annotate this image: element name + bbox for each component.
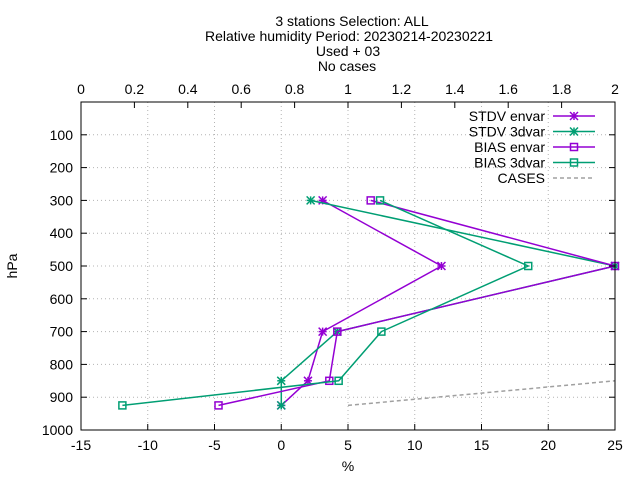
legend-item: CASES [498, 170, 595, 186]
title-line-4: No cases [318, 58, 376, 74]
data-point [333, 327, 342, 336]
x-tick-label: 15 [474, 437, 490, 453]
data-point [318, 327, 328, 337]
data-point [523, 261, 533, 271]
x2-tick-label: 1 [344, 81, 352, 97]
data-point [375, 196, 385, 205]
x2-tick-label: 0 [77, 81, 85, 97]
legend-marker [569, 126, 579, 137]
x2-tick-label: 1.4 [445, 81, 465, 97]
x-tick-label: 0 [277, 437, 285, 453]
legend-label: BIAS 3dvar [474, 155, 545, 171]
data-point [306, 195, 316, 205]
x2-tick-label: 0.4 [178, 81, 198, 97]
x-axis-label: % [342, 458, 354, 474]
x-tick-label: -15 [71, 437, 91, 453]
data-point [118, 401, 127, 410]
y-tick-label: 200 [50, 160, 74, 176]
legend-item: STDV envar [469, 108, 595, 124]
data-point [276, 376, 286, 386]
data-point [334, 376, 343, 386]
title-line-2: Relative humidity Period: 20230214-20230… [205, 28, 493, 44]
legend-marker [569, 142, 579, 152]
y-tick-label: 300 [50, 192, 74, 208]
x-tick-label: 20 [540, 437, 556, 453]
legend-label: STDV envar [469, 108, 546, 124]
series-layer [118, 195, 620, 410]
title-line-3: Used + 03 [316, 43, 380, 59]
legend-item: BIAS 3dvar [474, 155, 595, 171]
x2-tick-label: 0.6 [231, 81, 251, 97]
x2-tick-label: 1.8 [552, 81, 572, 97]
legend-item: STDV 3dvar [469, 124, 595, 140]
legend-marker [569, 158, 579, 167]
x-tick-label: -5 [208, 437, 221, 453]
y-tick-label: 800 [50, 356, 74, 372]
y-axis-label: hPa [4, 253, 20, 278]
y-tick-label: 600 [50, 291, 74, 307]
data-point [377, 327, 386, 336]
x2-tick-label: 0.2 [125, 81, 145, 97]
legend-marker [569, 111, 579, 121]
series-bias-envar [214, 196, 620, 410]
chart-title: 3 stations Selection: ALL Relative humid… [205, 13, 493, 74]
series-line [122, 199, 531, 407]
x-tick-label: 25 [607, 437, 623, 453]
legend-label: STDV 3dvar [469, 124, 546, 140]
series-line [218, 199, 616, 407]
y-tick-label: 100 [50, 127, 74, 143]
data-point [366, 196, 375, 205]
y-tick-label: 700 [50, 324, 74, 340]
x2-tick-label: 2 [611, 81, 619, 97]
axis-ticks: -15 -10 -5 0 5 10 15 20 25 0 0.2 0.4 0.6 0.8 1 1.2 1.4 1.… [42, 81, 623, 453]
y-tick-label: 500 [50, 258, 74, 274]
data-point [276, 400, 286, 410]
data-point [436, 261, 446, 271]
x2-tick-label: 0.8 [285, 81, 305, 97]
series-line [280, 199, 444, 406]
x-tick-label: 10 [407, 437, 423, 453]
legend-label: CASES [498, 170, 545, 186]
data-point [214, 401, 223, 410]
grid-lines [81, 102, 615, 430]
legend-label: BIAS envar [474, 139, 545, 155]
x2-tick-label: 1.2 [392, 81, 412, 97]
series-line [347, 380, 616, 407]
x-tick-label: 5 [344, 437, 352, 453]
series-bias-3dvar [118, 196, 533, 410]
legend-item: BIAS envar [474, 139, 595, 155]
x2-tick-label: 1.6 [498, 81, 518, 97]
series-stdv-envar [276, 195, 446, 410]
series-cases [347, 380, 616, 407]
y-tick-label: 1000 [42, 422, 73, 438]
title-line-1: 3 stations Selection: ALL [275, 13, 429, 29]
y-tick-label: 900 [50, 389, 74, 405]
x-tick-label: -10 [138, 437, 158, 453]
y-tick-label: 400 [50, 225, 74, 241]
